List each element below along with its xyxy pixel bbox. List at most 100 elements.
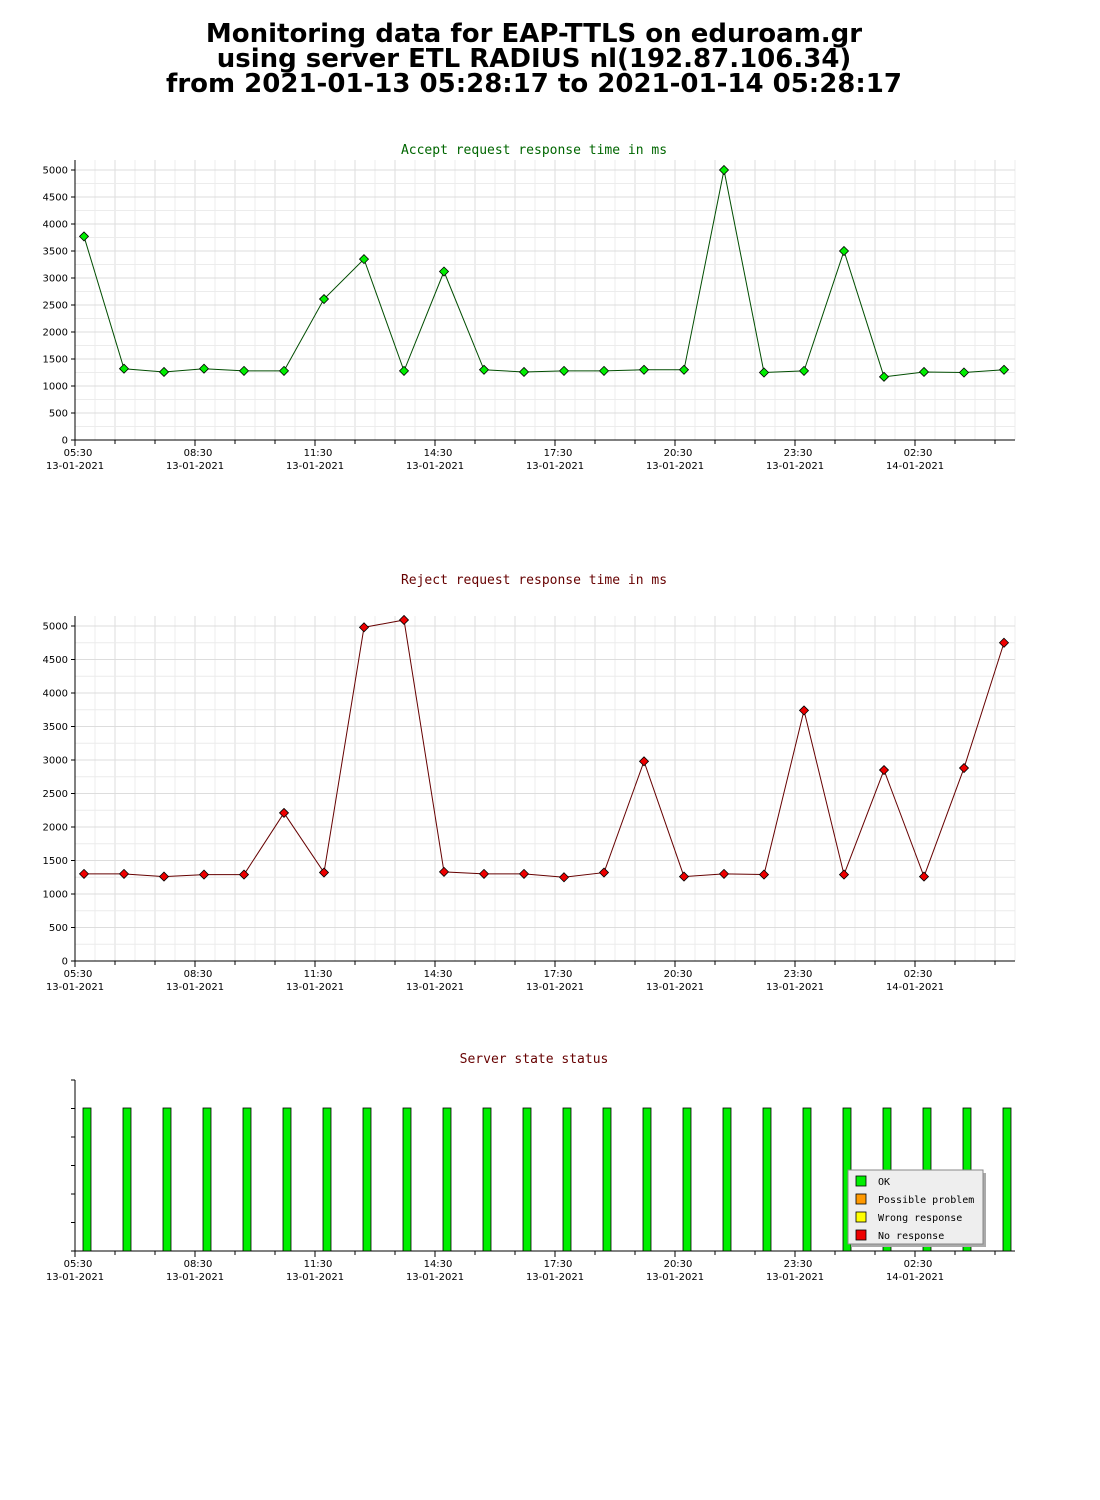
- x-tick-time: 23:30: [784, 1259, 813, 1270]
- x-tick-date: 13-01-2021: [46, 982, 104, 993]
- y-tick-label: 4000: [43, 689, 68, 700]
- x-tick-date: 13-01-2021: [406, 461, 464, 472]
- data-point: [678, 871, 690, 882]
- x-tick-time: 20:30: [664, 448, 693, 459]
- x-tick-date: 13-01-2021: [166, 1272, 224, 1283]
- x-tick-date: 13-01-2021: [646, 982, 704, 993]
- data-point: [198, 869, 210, 880]
- accept-chart: 0 500 1000 1500 2000 2500 3000 3500 4000 4500 5000…: [43, 160, 1016, 472]
- data-point: [798, 365, 810, 376]
- x-tick-date: 13-01-2021: [766, 982, 824, 993]
- y-tick-label: 3000: [43, 756, 68, 767]
- data-point: [238, 869, 250, 880]
- status-bar: [802, 1107, 812, 1252]
- y-tick-label: 0: [62, 957, 68, 968]
- x-tick-time: 17:30: [544, 969, 573, 980]
- data-point: [918, 366, 930, 378]
- legend-label: Possible problem: [878, 1195, 974, 1206]
- y-tick-label: 5000: [43, 622, 68, 633]
- data-point: [398, 614, 410, 626]
- legend-swatch: [855, 1175, 867, 1187]
- data-point: [198, 363, 210, 374]
- data-point: [598, 365, 610, 376]
- status-bar: [522, 1107, 532, 1252]
- data-point: [438, 266, 450, 277]
- status-bar: [1002, 1107, 1012, 1252]
- reject-chart-title: Reject request response time in ms: [401, 573, 667, 588]
- x-tick-time: 02:30: [904, 448, 933, 459]
- status-bar: [362, 1107, 372, 1252]
- data-point: [998, 637, 1010, 648]
- x-tick-date: 13-01-2021: [646, 1272, 704, 1283]
- legend-swatch: [855, 1211, 867, 1223]
- title-line-3: from 2021-01-13 05:28:17 to 2021-01-14 0…: [166, 69, 902, 99]
- status-bar: [482, 1107, 492, 1252]
- status-bar: [122, 1107, 132, 1252]
- x-tick-time: 14:30: [424, 1259, 453, 1270]
- status-bar: [82, 1107, 92, 1252]
- legend-swatch: [855, 1193, 867, 1205]
- legend-label: Wrong response: [878, 1213, 962, 1224]
- x-tick-time: 20:30: [664, 969, 693, 980]
- data-point: [278, 807, 290, 818]
- x-tick-time: 08:30: [184, 1259, 213, 1270]
- data-point: [878, 764, 890, 776]
- data-point: [718, 868, 730, 879]
- y-tick-label: 2500: [43, 789, 68, 800]
- x-tick-time: 14:30: [424, 448, 453, 459]
- data-point: [678, 364, 690, 375]
- title-line-1: Monitoring data for EAP-TTLS on eduroam.…: [205, 19, 863, 49]
- status-bar: [642, 1107, 652, 1252]
- status-bar: [282, 1107, 292, 1252]
- data-point: [558, 365, 570, 376]
- y-tick-label: 4000: [43, 220, 68, 231]
- data-point: [638, 364, 650, 375]
- data-point: [998, 364, 1010, 375]
- x-tick-time: 11:30: [304, 969, 333, 980]
- x-tick-time: 11:30: [304, 1259, 333, 1270]
- data-point: [318, 867, 330, 878]
- data-point: [878, 371, 890, 382]
- y-tick-label: 3500: [43, 247, 68, 258]
- y-tick-label: 1000: [43, 890, 68, 901]
- x-tick-date: 13-01-2021: [46, 1272, 104, 1283]
- status-bar: [242, 1107, 252, 1252]
- data-point: [358, 622, 370, 633]
- status-bar: [442, 1107, 452, 1252]
- x-tick-date: 13-01-2021: [286, 1272, 344, 1283]
- data-point: [518, 366, 530, 378]
- x-tick-date: 13-01-2021: [406, 1272, 464, 1283]
- data-point: [758, 869, 770, 880]
- data-point: [638, 756, 650, 767]
- data-point: [158, 871, 170, 882]
- status-bar: [162, 1107, 172, 1252]
- x-tick-date: 13-01-2021: [766, 1272, 824, 1283]
- legend-label: No response: [878, 1231, 944, 1242]
- x-tick-date: 13-01-2021: [646, 461, 704, 472]
- x-tick-date: 14-01-2021: [886, 1272, 944, 1283]
- x-tick-time: 23:30: [784, 969, 813, 980]
- x-tick-date: 13-01-2021: [406, 982, 464, 993]
- title-line-2: using server ETL RADIUS nl(192.87.106.34…: [216, 44, 852, 74]
- x-tick-time: 14:30: [424, 969, 453, 980]
- status-chart: 05:30 13-01-2021 08:30 13-01-2021 11:30 13-01…: [46, 1079, 1015, 1283]
- x-tick-date: 13-01-2021: [46, 461, 104, 472]
- y-tick-label: 1500: [43, 856, 68, 867]
- x-tick-date: 13-01-2021: [526, 1272, 584, 1283]
- x-tick-date: 14-01-2021: [886, 461, 944, 472]
- x-tick-time: 02:30: [904, 1259, 933, 1270]
- data-point: [438, 866, 450, 877]
- data-point: [758, 367, 770, 378]
- x-tick-time: 17:30: [544, 1259, 573, 1270]
- x-tick-time: 05:30: [64, 1259, 93, 1270]
- data-point: [518, 868, 530, 879]
- status-bar: [602, 1107, 612, 1252]
- data-point: [78, 868, 90, 879]
- y-tick-label: 500: [49, 409, 68, 420]
- x-tick-time: 08:30: [184, 448, 213, 459]
- data-point: [238, 365, 250, 376]
- y-tick-label: 2000: [43, 823, 68, 834]
- x-tick-date: 13-01-2021: [526, 461, 584, 472]
- series-line: [83, 169, 1005, 378]
- x-tick-date: 13-01-2021: [166, 982, 224, 993]
